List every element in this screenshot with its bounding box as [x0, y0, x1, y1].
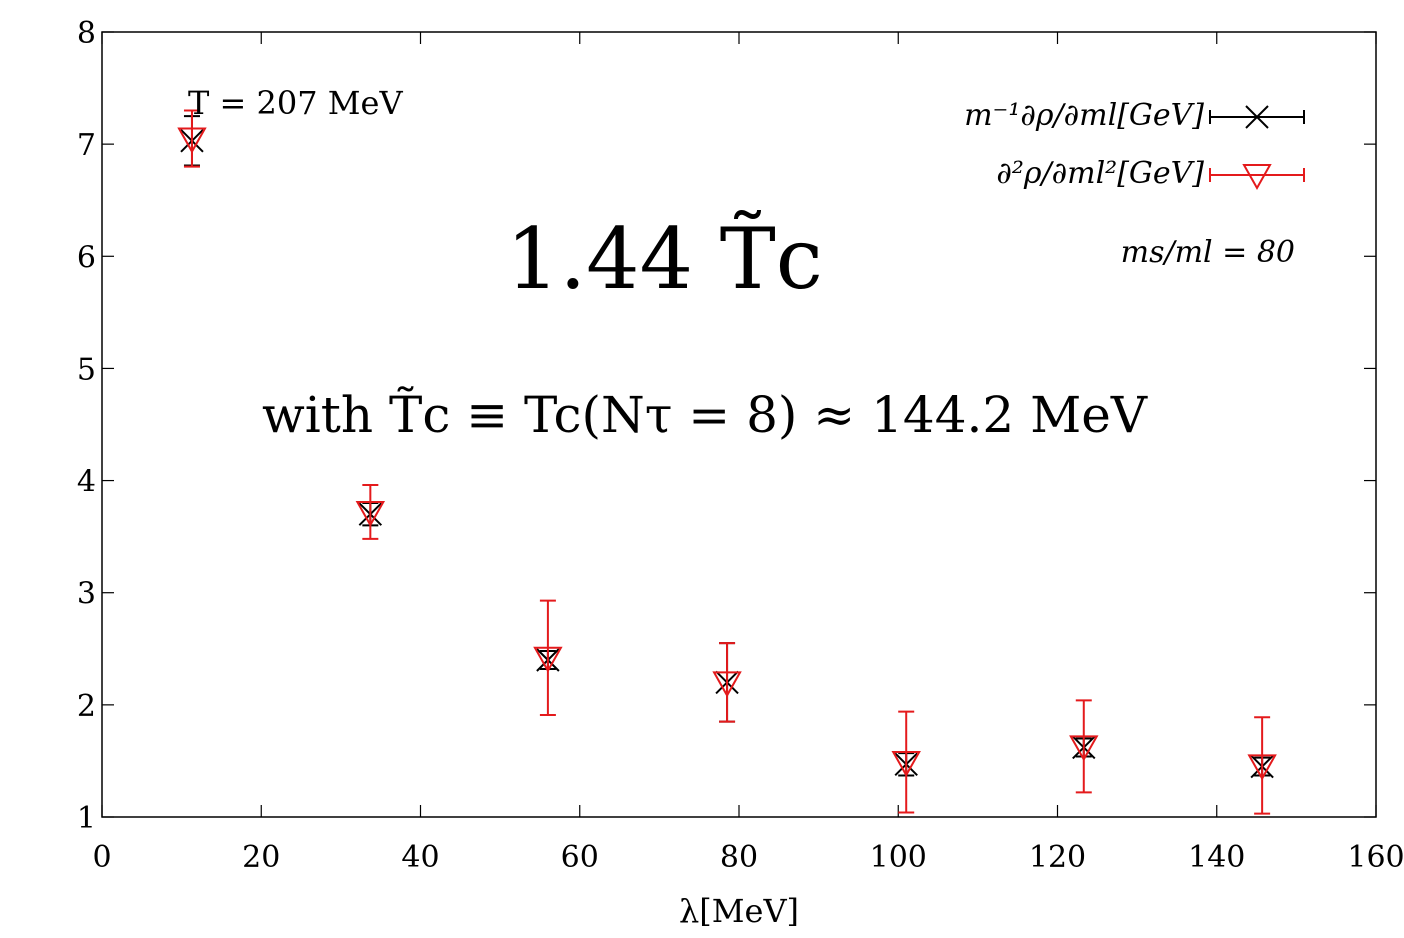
x-tick-label-3: 60: [561, 840, 599, 875]
series-2-point-5: [891, 710, 921, 814]
legend-label-series-1: m⁻¹∂ρ/∂ml[GeV]: [964, 98, 1204, 133]
definition-annotation: with T̃c ≡ Tc(Nτ = 8) ≈ 144.2 MeV: [262, 385, 1148, 444]
legend-sample-series-2: [1209, 164, 1305, 191]
y-tick-label-4: 5: [77, 352, 96, 387]
series-2-point-1: [177, 109, 207, 168]
temperature-annotation: T = 207 MeV: [188, 84, 403, 122]
axis-ticks: [101, 31, 1377, 818]
series-2-point-6: [1069, 699, 1099, 794]
x-tick-label-0: 0: [92, 840, 111, 875]
series-2-point-2: [355, 484, 386, 540]
legend: m⁻¹∂ρ/∂ml[GeV] ∂²ρ/∂ml²[GeV]: [964, 98, 1305, 191]
y-tick-label-1: 2: [77, 689, 96, 724]
y-tick-label-5: 6: [77, 240, 96, 275]
x-tick-label-7: 140: [1188, 840, 1245, 875]
series-2-marker-1: [177, 127, 207, 154]
y-tick-label-7: 8: [77, 16, 96, 51]
tick-labels: 0 20 40 60 80 100 120 140 160 1 2 3 4 5 6 7 8: [77, 16, 1404, 875]
legend-sample-series-1: [1209, 105, 1305, 129]
y-tick-label-6: 7: [77, 128, 96, 163]
series-2-point-4: [712, 642, 742, 723]
y-tick-label-2: 3: [77, 577, 96, 612]
data-marks: [177, 109, 1277, 815]
series-2-marker-3: [533, 646, 563, 673]
legend-marker-1: [1245, 105, 1269, 129]
y-tick-label-3: 4: [77, 465, 96, 500]
x-tick-label-8: 160: [1347, 840, 1404, 875]
y-tick-label-0: 1: [77, 801, 96, 836]
series-2-point-3: [533, 599, 563, 716]
series-2-marker-4: [712, 671, 742, 698]
series-2-marker-7: [1247, 754, 1277, 781]
series-2-marker-6: [1069, 735, 1099, 762]
series-2-marker-5: [891, 751, 921, 778]
mass-ratio-annotation: ms/ml = 80: [1121, 235, 1295, 270]
x-tick-label-6: 120: [1029, 840, 1086, 875]
x-tick-label-4: 80: [720, 840, 758, 875]
series-2-marker-2: [355, 500, 386, 528]
legend-label-series-2: ∂²ρ/∂ml²[GeV]: [996, 156, 1204, 191]
big-label-annotation: 1.44 T̃c: [506, 210, 823, 308]
series-2-point-7: [1247, 716, 1277, 815]
legend-marker-2: [1242, 164, 1272, 191]
x-tick-label-2: 40: [401, 840, 439, 875]
x-tick-label-5: 100: [870, 840, 927, 875]
x-tick-label-1: 20: [242, 840, 280, 875]
x-axis-title: λ[MeV]: [679, 892, 799, 930]
